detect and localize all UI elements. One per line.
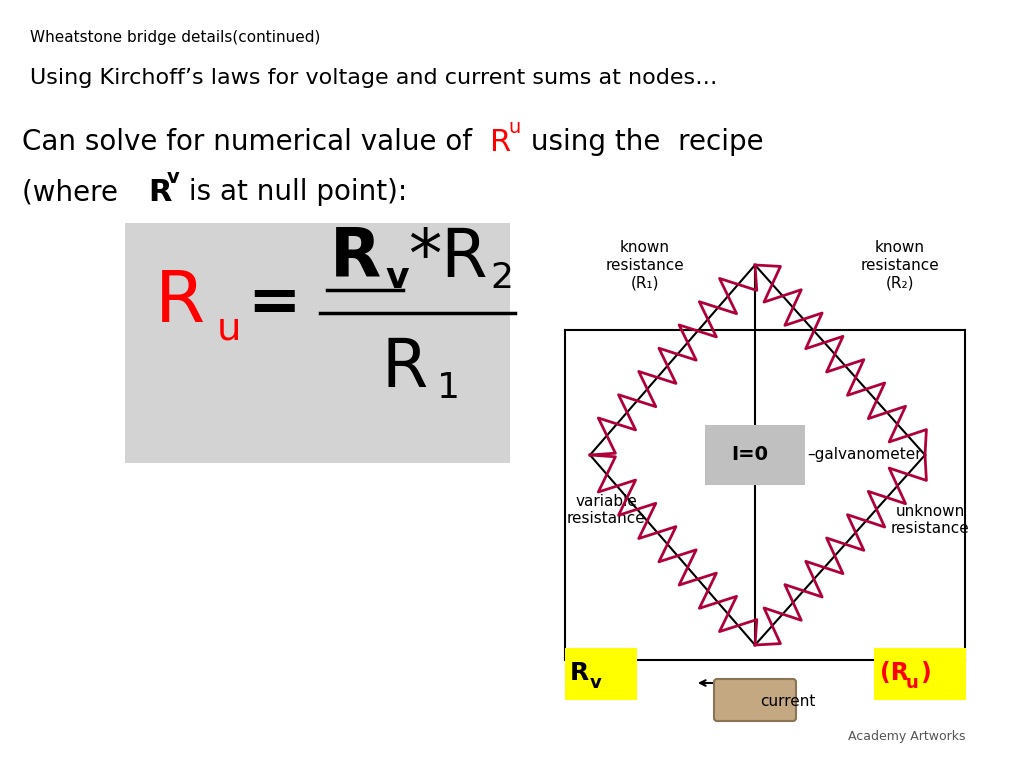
Text: R: R: [382, 335, 428, 401]
FancyBboxPatch shape: [125, 223, 510, 463]
Text: u: u: [508, 118, 520, 137]
Text: R: R: [330, 225, 381, 291]
Text: I=0: I=0: [731, 445, 768, 465]
Text: v: v: [167, 168, 180, 187]
Text: 2: 2: [490, 261, 513, 295]
Text: u: u: [906, 674, 919, 692]
Text: (R: (R: [880, 661, 909, 685]
Text: known
resistance
(R₁): known resistance (R₁): [605, 240, 684, 290]
FancyBboxPatch shape: [705, 425, 805, 485]
Text: is at null point):: is at null point):: [180, 178, 408, 206]
FancyBboxPatch shape: [714, 679, 796, 721]
Text: Academy Artworks: Academy Artworks: [848, 730, 965, 743]
Text: (where: (where: [22, 178, 127, 206]
Text: Wheatstone bridge details(continued): Wheatstone bridge details(continued): [30, 30, 321, 45]
Text: –galvanometer: –galvanometer: [807, 448, 922, 462]
FancyBboxPatch shape: [874, 648, 966, 700]
Text: current: current: [760, 694, 815, 709]
Text: v: v: [385, 261, 409, 295]
Text: unknown
resistance: unknown resistance: [891, 504, 970, 536]
Text: u: u: [217, 309, 242, 347]
Text: Using Kirchoff’s laws for voltage and current sums at nodes…: Using Kirchoff’s laws for voltage and cu…: [30, 68, 718, 88]
Text: R: R: [155, 269, 205, 337]
FancyBboxPatch shape: [565, 648, 637, 700]
Text: =: =: [247, 272, 300, 334]
Text: 1: 1: [437, 371, 460, 405]
Text: R: R: [490, 128, 511, 157]
Text: using the  recipe: using the recipe: [522, 128, 764, 156]
Text: ): ): [920, 661, 931, 685]
Text: Can solve for numerical value of: Can solve for numerical value of: [22, 128, 481, 156]
Text: *R: *R: [408, 225, 487, 291]
Text: R: R: [148, 178, 171, 207]
Text: variable
resistance: variable resistance: [566, 494, 645, 526]
Text: R: R: [570, 661, 589, 685]
Text: v: v: [590, 674, 602, 692]
Text: known
resistance
(R₂): known resistance (R₂): [860, 240, 939, 290]
